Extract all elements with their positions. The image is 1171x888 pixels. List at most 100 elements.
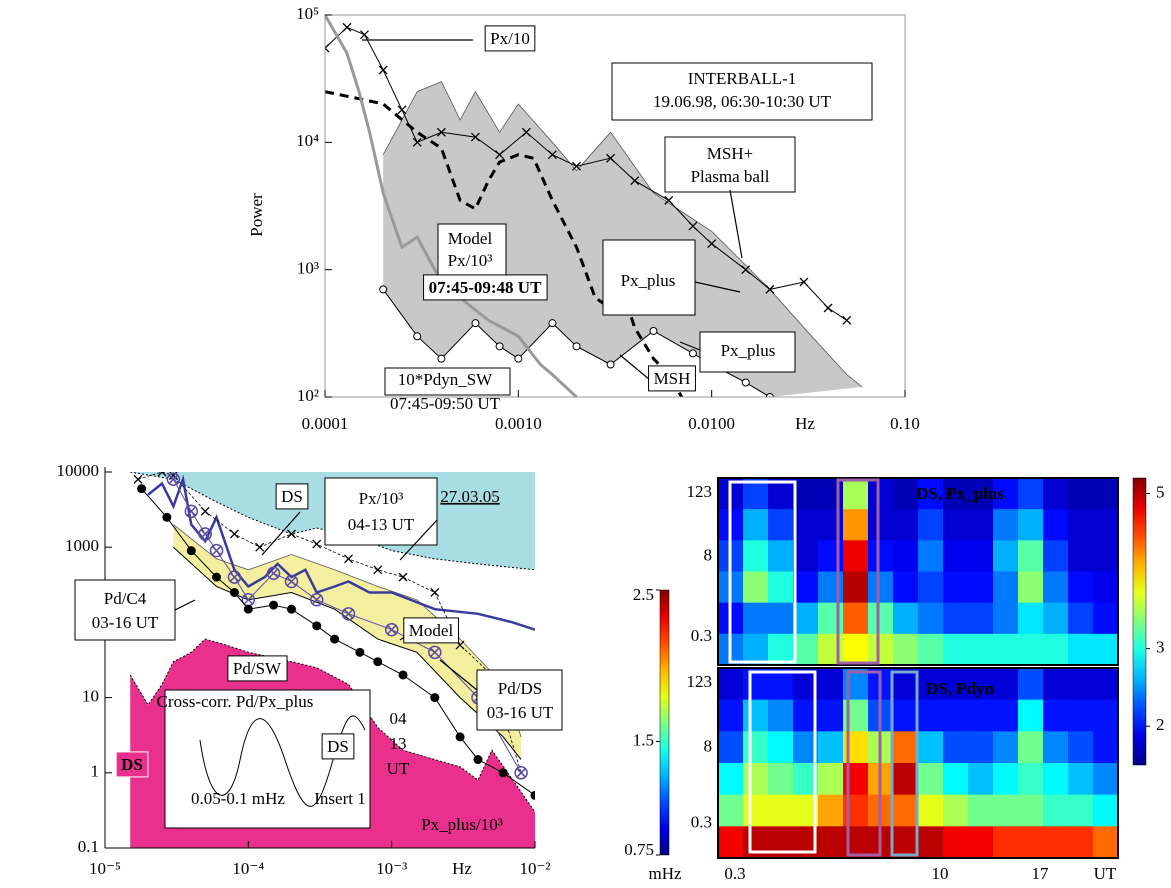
marker bbox=[664, 195, 674, 205]
annotation: DS bbox=[327, 737, 349, 756]
pointer bbox=[399, 519, 438, 561]
heat-cell bbox=[993, 540, 1019, 572]
annotation: 0.05-0.1 mHz bbox=[191, 789, 285, 808]
marker bbox=[198, 527, 212, 541]
heat-cell bbox=[918, 571, 944, 604]
x-tick-label: UT bbox=[1094, 864, 1117, 883]
marker bbox=[286, 604, 296, 614]
marker bbox=[514, 354, 523, 363]
heat-cell bbox=[818, 633, 844, 666]
marker bbox=[325, 43, 330, 53]
marker bbox=[765, 393, 774, 397]
annotation: DS bbox=[281, 487, 303, 506]
heat-cell bbox=[768, 509, 794, 541]
heat-cell bbox=[968, 826, 994, 859]
heat-cell bbox=[1043, 602, 1069, 635]
heat-cell bbox=[868, 633, 894, 666]
heat-cell bbox=[918, 633, 944, 666]
heat-cell bbox=[968, 571, 994, 604]
annotation: Pd/DS bbox=[498, 679, 542, 698]
heat-cell bbox=[818, 509, 844, 541]
heat-cell bbox=[768, 571, 794, 604]
heat-cell bbox=[793, 571, 819, 604]
colorbar bbox=[659, 589, 670, 856]
area-edge bbox=[129, 638, 535, 813]
label-box bbox=[324, 477, 438, 546]
panel-title: DS, Pdyn bbox=[926, 679, 995, 698]
label-box bbox=[664, 136, 796, 193]
y-tick-label: 1000 bbox=[65, 536, 99, 555]
label-box bbox=[384, 367, 511, 396]
series-line bbox=[325, 90, 683, 397]
marker bbox=[166, 472, 181, 487]
annotation: Pd/SW bbox=[233, 659, 282, 678]
heat-cell bbox=[818, 478, 844, 510]
heat-cell bbox=[943, 731, 969, 764]
heat-cell bbox=[1093, 633, 1119, 666]
annotation: 10*Pdyn_SW bbox=[398, 370, 493, 389]
annotation: UT bbox=[387, 759, 410, 778]
marker bbox=[344, 554, 353, 564]
x-tick-label: 0.10 bbox=[890, 414, 920, 433]
heat-cell bbox=[943, 794, 969, 827]
heat-cell bbox=[743, 731, 769, 764]
annotation: MSH bbox=[654, 369, 691, 388]
heat-cell bbox=[818, 571, 844, 604]
heat-cell bbox=[1018, 668, 1044, 701]
heat-cell bbox=[993, 478, 1019, 510]
marker bbox=[842, 315, 852, 325]
heat-cell bbox=[1043, 763, 1069, 796]
series-line bbox=[325, 15, 578, 397]
annotation: Model bbox=[409, 621, 454, 640]
heat-cell bbox=[868, 602, 894, 635]
heat-cell bbox=[1043, 668, 1069, 701]
label-box bbox=[437, 223, 507, 282]
heat-cell bbox=[993, 699, 1019, 732]
heat-cell bbox=[918, 509, 944, 541]
annotation: Plasma ball bbox=[691, 167, 770, 186]
marker bbox=[514, 766, 528, 780]
marker bbox=[548, 319, 557, 328]
marker bbox=[255, 542, 265, 552]
heat-cell bbox=[1043, 794, 1069, 827]
annotation: Cross-corr. Pd/Px_plus bbox=[157, 692, 314, 711]
heat-cell bbox=[893, 699, 919, 732]
heat-cell bbox=[768, 794, 794, 827]
marker bbox=[309, 593, 324, 607]
marker bbox=[741, 265, 751, 275]
y-tick-label: 8 bbox=[704, 545, 713, 564]
label-box bbox=[321, 733, 355, 760]
heat-cell bbox=[1043, 478, 1069, 510]
pointer bbox=[694, 281, 741, 293]
heat-cell bbox=[993, 602, 1019, 635]
heat-cell bbox=[793, 602, 819, 635]
heat-cell bbox=[1093, 509, 1119, 541]
heat-cell bbox=[868, 509, 894, 541]
heat-cell bbox=[1043, 731, 1069, 764]
heat-cell bbox=[743, 602, 769, 635]
marker bbox=[287, 529, 296, 539]
heat-cell bbox=[918, 699, 944, 732]
heat-cell bbox=[918, 731, 944, 764]
marker bbox=[741, 378, 750, 387]
heat-cell bbox=[793, 633, 819, 666]
heat-cell bbox=[1068, 794, 1094, 827]
panel-title: DS, Px_plus bbox=[916, 484, 1004, 503]
y-tick-label: 8 bbox=[704, 737, 713, 756]
heat-cell bbox=[893, 794, 919, 827]
heat-cell bbox=[818, 794, 844, 827]
marker bbox=[606, 360, 615, 369]
annotation: Px_plus bbox=[621, 271, 676, 290]
marker bbox=[412, 137, 422, 147]
heat-cell bbox=[968, 731, 994, 764]
highlight-box bbox=[728, 480, 797, 664]
heat-cell bbox=[743, 571, 769, 604]
heat-cell bbox=[893, 826, 919, 859]
heat-cell bbox=[1018, 731, 1044, 764]
band bbox=[173, 524, 522, 760]
marker bbox=[530, 790, 535, 800]
heat-cell bbox=[918, 540, 944, 572]
heat-cell bbox=[1093, 478, 1119, 510]
y-tick-label: 10 bbox=[82, 687, 99, 706]
heat-cell bbox=[868, 540, 894, 572]
